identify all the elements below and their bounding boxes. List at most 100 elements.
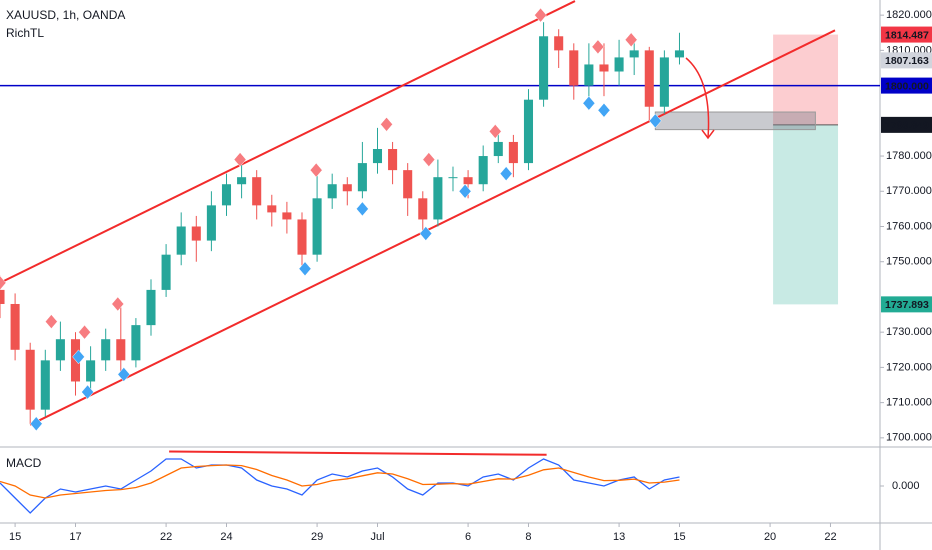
price-label: 1737.893: [885, 299, 929, 311]
candle-body: [644, 50, 654, 107]
candle-body: [252, 177, 262, 206]
candle-body: [282, 212, 292, 220]
chart-title: XAUUSD, 1h, OANDA: [6, 8, 125, 22]
candle-body: [629, 50, 639, 58]
candle-body: [403, 170, 413, 199]
candle-body: [237, 177, 247, 185]
pivot-marker: [422, 152, 436, 167]
candle-body: [674, 50, 685, 58]
candle-body: [418, 198, 428, 220]
x-tick-label: 20: [764, 531, 776, 543]
candle-body: [267, 205, 277, 213]
candle-body: [327, 184, 337, 199]
target-zone: [773, 124, 839, 305]
candle-body: [523, 99, 534, 164]
x-tick-label: 8: [525, 531, 531, 543]
channel-line: [29, 29, 836, 426]
x-tick-label: 6: [465, 531, 471, 543]
pivot-marker: [78, 324, 91, 340]
x-tick-label: 15: [9, 531, 21, 543]
x-tick-label: 24: [220, 531, 232, 543]
candle-body: [493, 141, 503, 157]
y-tick-label: 1770.000: [886, 185, 932, 197]
y-tick-label: 1780.000: [886, 150, 932, 162]
candle-body: [372, 149, 383, 164]
macd-line: [0, 464, 680, 499]
divergence-line: [169, 450, 547, 456]
candle-body: [101, 339, 111, 361]
x-tick-label: Jul: [370, 531, 384, 543]
candle-body: [342, 184, 352, 192]
y-tick-label: 1730.000: [886, 326, 932, 338]
x-tick-label: 17: [69, 531, 81, 543]
candle-body: [539, 36, 549, 100]
marks: [0, 0, 880, 514]
macd-title: MACD: [6, 456, 42, 470]
candle-body: [55, 339, 65, 361]
pivot-marker: [233, 152, 247, 167]
price-label-box: [881, 26, 932, 43]
y-tick-label: 1710.000: [886, 397, 932, 409]
pivot-marker: [81, 384, 94, 400]
price-label-box: [881, 116, 932, 133]
candle-body: [508, 141, 518, 164]
pivot-marker: [534, 7, 547, 23]
price-label-box: [881, 296, 932, 313]
x-tick-label: 13: [613, 531, 625, 543]
candle-body: [161, 254, 171, 290]
candle-body: [297, 219, 307, 255]
candle-body: [614, 57, 624, 72]
pivot-marker: [458, 183, 472, 199]
candle-body: [554, 36, 564, 51]
projection-arrow: [685, 57, 710, 139]
pivot-marker: [0, 275, 7, 291]
candle-body: [448, 177, 458, 179]
pivot-marker: [45, 314, 58, 329]
pivot-marker: [29, 416, 43, 432]
macd-tick-label: 0.000: [892, 480, 920, 492]
candle-body: [433, 177, 443, 220]
candle-body: [116, 339, 126, 361]
pivot-marker: [591, 39, 605, 55]
candle-body: [176, 226, 186, 255]
price-label: 1788.849: [885, 120, 929, 132]
y-tick-label: 1760.000: [886, 220, 932, 232]
pivot-marker: [380, 116, 393, 132]
pivot-marker: [72, 349, 85, 365]
arrow-head: [701, 129, 715, 140]
y-tick-label: 1750.000: [886, 256, 932, 268]
candle-body: [25, 349, 35, 410]
price-label-box: [881, 77, 932, 94]
x-tick-label: 22: [824, 531, 836, 543]
resistance-zone: [654, 111, 816, 131]
candle-body: [131, 325, 141, 361]
pivot-marker: [356, 201, 369, 217]
candle-body: [206, 205, 216, 241]
candle-body: [86, 360, 96, 382]
x-tick-label: 22: [160, 531, 172, 543]
channel-line: [0, 0, 576, 284]
candle-body: [191, 226, 201, 241]
x-tick-label: 15: [673, 531, 685, 543]
pivot-marker: [499, 166, 513, 182]
pivot-marker: [298, 261, 312, 277]
macd-line: [0, 458, 680, 514]
candle-body: [10, 303, 20, 350]
price-label: 1807.163: [885, 55, 929, 67]
price-label: 1814.487: [885, 29, 929, 41]
indicator-name: RichTL: [6, 26, 44, 40]
candle-body: [146, 289, 156, 326]
candle-body: [478, 156, 488, 185]
pivot-marker: [582, 95, 596, 111]
stop-zone: [773, 34, 839, 125]
candle-body: [312, 198, 322, 255]
x-tick-label: 29: [311, 531, 323, 543]
pivot-marker: [309, 162, 323, 178]
candle-body: [659, 57, 669, 107]
y-tick-label: 1820.000: [886, 9, 932, 21]
pivot-marker: [111, 296, 125, 312]
candle-body: [221, 184, 232, 206]
